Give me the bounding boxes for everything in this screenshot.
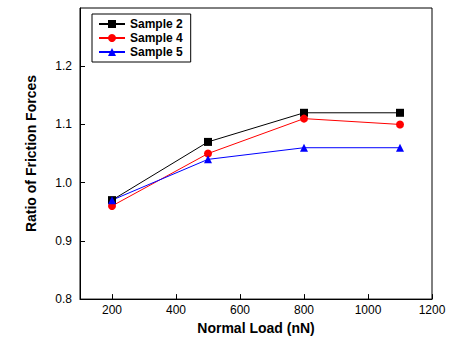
svg-text:1.2: 1.2 (55, 59, 72, 73)
svg-text:1000: 1000 (355, 303, 382, 317)
svg-text:Sample 4: Sample 4 (130, 31, 183, 45)
svg-text:Sample 5: Sample 5 (130, 45, 183, 59)
svg-text:0.9: 0.9 (55, 234, 72, 248)
svg-text:1.1: 1.1 (55, 117, 72, 131)
svg-text:200: 200 (102, 303, 122, 317)
svg-text:1200: 1200 (419, 303, 446, 317)
svg-text:400: 400 (166, 303, 186, 317)
svg-text:0.8: 0.8 (55, 292, 72, 306)
svg-text:600: 600 (230, 303, 250, 317)
svg-text:Sample 2: Sample 2 (130, 17, 183, 31)
svg-text:Ratio of Friction Forces: Ratio of Friction Forces (23, 75, 39, 232)
svg-text:Normal Load (nN): Normal Load (nN) (197, 320, 314, 336)
svg-text:1.0: 1.0 (55, 176, 72, 190)
svg-text:800: 800 (294, 303, 314, 317)
